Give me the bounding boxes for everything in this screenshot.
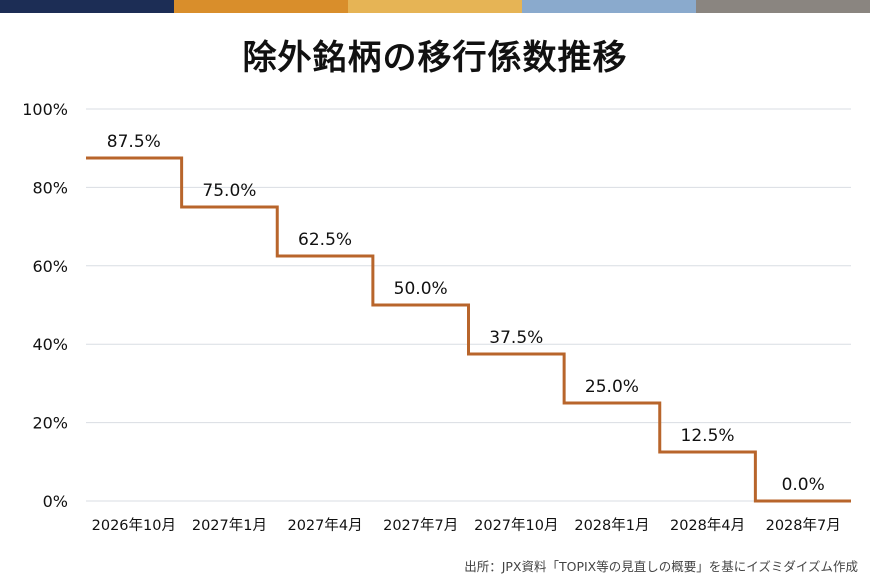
- x-tick-label: 2028年7月: [766, 517, 841, 534]
- data-label: 75.0%: [202, 181, 256, 201]
- data-label: 37.5%: [489, 328, 543, 348]
- top-color-segment-3: [348, 0, 522, 13]
- chart-title: 除外銘柄の移行係数推移: [242, 38, 628, 78]
- step-series-line: [86, 156, 851, 503]
- data-label: 12.5%: [681, 426, 735, 446]
- y-tick-label: 0%: [43, 492, 68, 511]
- x-tick-label: 2028年1月: [574, 517, 649, 534]
- x-tick-label: 2026年10月: [92, 517, 176, 534]
- y-tick-label: 40%: [32, 335, 68, 354]
- y-tick-label: 100%: [22, 100, 68, 119]
- top-color-segment-1: [0, 0, 174, 13]
- y-tick-label: 60%: [32, 257, 68, 276]
- source-note: 出所：JPX資料「TOPIX等の見直しの概要」を基にイズミダイズム作成: [464, 559, 858, 574]
- data-label: 50.0%: [394, 279, 448, 299]
- x-tick-label: 2027年4月: [287, 517, 362, 534]
- x-tick-label: 2027年10月: [474, 517, 558, 534]
- top-color-segment-2: [174, 0, 348, 13]
- top-color-bar: [0, 0, 870, 13]
- top-color-segment-4: [522, 0, 696, 13]
- y-tick-label: 20%: [32, 414, 68, 433]
- data-label: 25.0%: [585, 377, 639, 397]
- data-label: 0.0%: [782, 475, 825, 495]
- data-label: 62.5%: [298, 230, 352, 250]
- top-color-segment-5: [696, 0, 870, 13]
- data-label: 87.5%: [107, 132, 161, 152]
- x-tick-label: 2027年7月: [383, 517, 458, 534]
- x-tick-label: 2027年1月: [192, 517, 267, 534]
- y-tick-label: 80%: [32, 178, 68, 197]
- x-tick-label: 2028年4月: [670, 517, 745, 534]
